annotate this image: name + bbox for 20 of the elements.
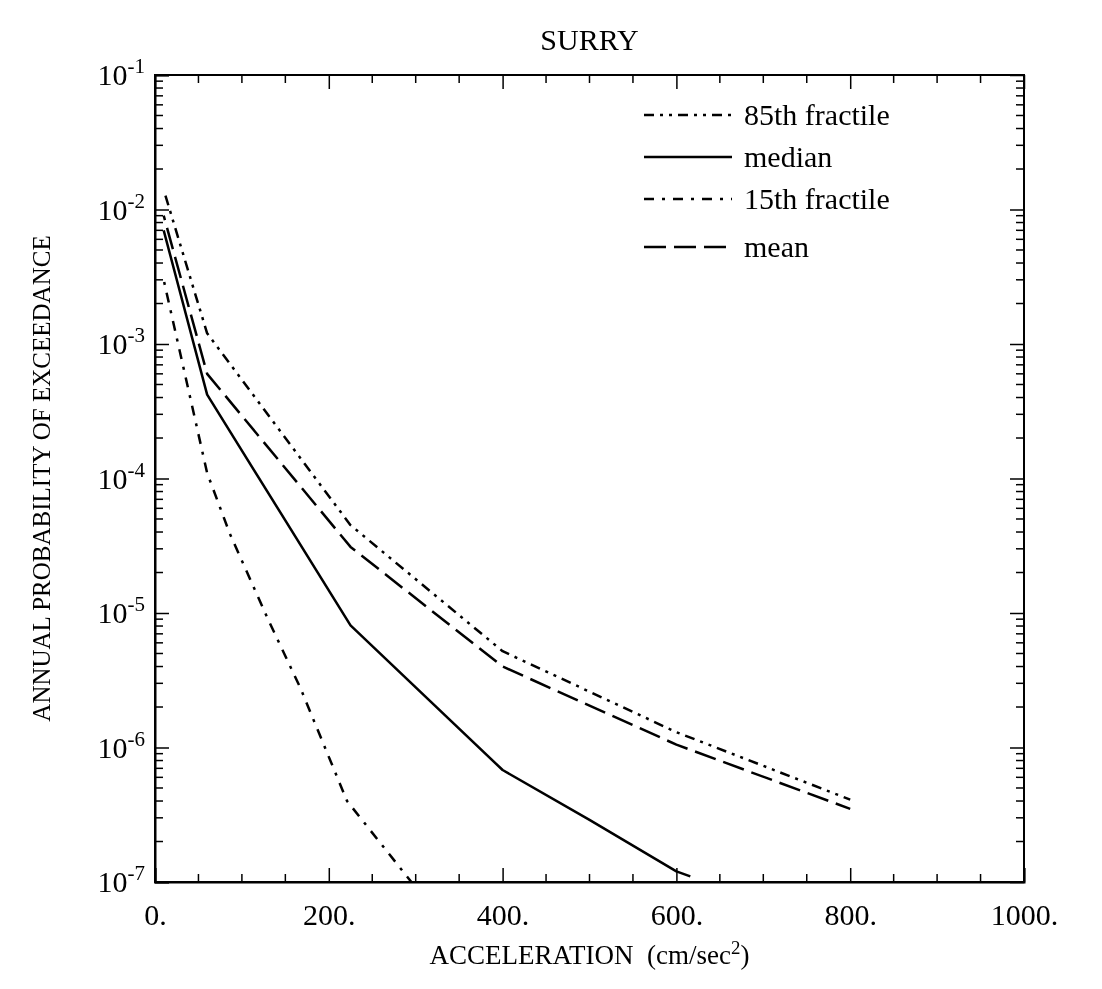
x-tick-label: 800. bbox=[824, 898, 877, 932]
y-tick-label: 10$^{-2}$ bbox=[97, 188, 145, 226]
legend-label: mean bbox=[744, 230, 809, 263]
y-tick-label: 10$^{-5}$ bbox=[97, 592, 145, 630]
x-tick-label: 0. bbox=[144, 898, 167, 932]
x-tick-label: 1000. bbox=[990, 898, 1059, 932]
x-tick-label: 600. bbox=[650, 898, 704, 932]
y-tick-label: 10$^{-1}$ bbox=[97, 54, 145, 92]
chart-title: SURRY bbox=[540, 23, 639, 56]
y-axis-title: ANNUAL PROBABILITY OF EXCEEDANCE bbox=[28, 235, 55, 722]
y-tick-label: 10$^{-7}$ bbox=[97, 861, 145, 899]
x-axis-title: ACCELERATION (cm/sec$^{2}$) bbox=[429, 936, 750, 970]
legend-label: median bbox=[744, 140, 833, 173]
legend-label: 85th fractile bbox=[744, 98, 890, 131]
legend-label: 15th fractile bbox=[744, 182, 890, 215]
y-tick-label: 10$^{-6}$ bbox=[97, 726, 145, 764]
x-tick-label: 200. bbox=[303, 898, 356, 932]
y-tick-label: 10$^{-4}$ bbox=[97, 457, 146, 495]
x-tick-label: 400. bbox=[476, 898, 530, 932]
y-tick-label: 10$^{-3}$ bbox=[97, 323, 145, 361]
